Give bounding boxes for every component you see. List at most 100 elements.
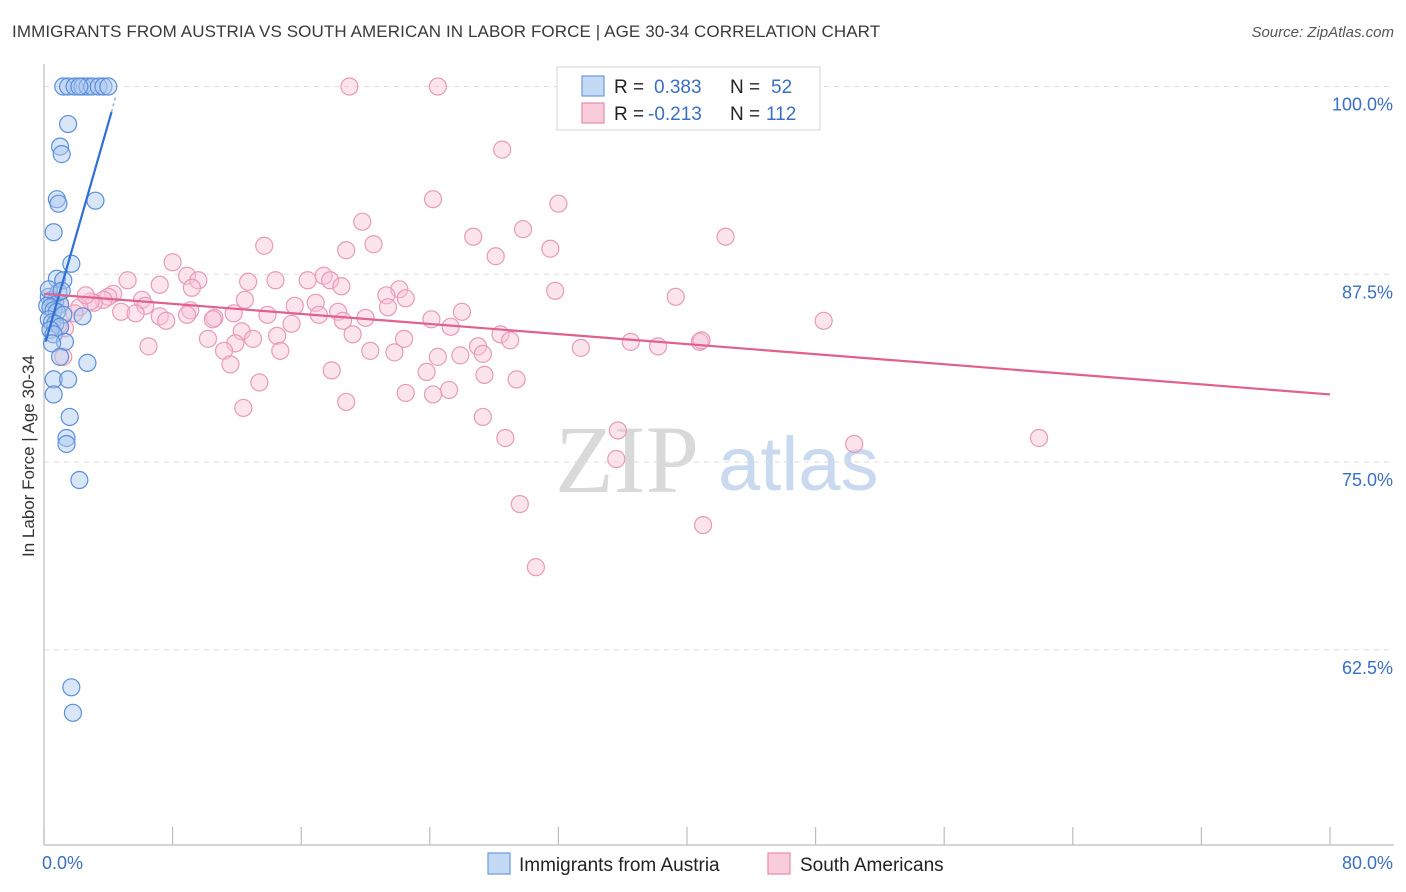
south-american-point [258,305,277,324]
axes [43,64,1394,846]
south-american-point [814,311,833,330]
south-american-point [493,140,512,159]
series-south-americans [49,77,1049,577]
south-american-point [163,253,182,272]
south-american-point [361,341,380,360]
south-american-point [473,407,492,427]
south-american-point [157,311,176,330]
austria-point [44,370,63,389]
y-tick-label: 75.0% [1342,470,1393,490]
y-tick-label: 62.5% [1342,658,1393,678]
south-american-point [255,236,274,255]
south-american-point [322,361,341,380]
south-american-point [112,302,131,321]
austria-point [44,223,63,242]
watermark-atlas: atlas [718,422,879,507]
south-american-point [475,365,494,384]
south-american-point [716,227,735,246]
bottom-legend: Immigrants from Austria South Americans [487,852,944,876]
south-american-point [177,305,197,324]
austria-point [78,353,97,372]
south-american-point [428,77,447,96]
legend-r-label-austria: R = [614,77,644,98]
south-american-point [203,310,222,329]
south-american-point [473,344,492,363]
austria-point [86,191,105,210]
south-american-point [271,341,290,360]
south-american-point [510,494,529,514]
south-american-point [423,385,443,404]
trend-lines [43,96,1331,396]
south-american-point [198,329,218,348]
legend-swatch-south-american [581,102,605,124]
south-american-point [439,380,459,400]
south-american-point [364,235,383,254]
south-american-point [118,271,137,290]
bottom-legend-swatch-south-american [767,852,791,875]
austria-point [63,703,83,722]
south-american-point [337,241,356,260]
south-american-point [396,289,415,308]
south-american-point [343,325,362,344]
south-american-point [541,239,560,258]
austria-point [70,470,89,490]
south-american-point [189,271,208,290]
austria-point [89,77,108,96]
legend-n-label-austria: N = [730,77,760,98]
tick-labels: 62.5% 75.0% 87.5% 100.0% 0.0% 80.0% [42,95,1393,873]
legend-r-value-south-american: -0.213 [648,104,702,125]
y-tick-label: 100.0% [1332,95,1393,115]
legend-r-value-austria: 0.383 [654,77,702,98]
south-american-point [417,362,436,381]
south-american-point [150,275,169,294]
south-american-point [526,558,545,577]
south-american-point [423,190,443,209]
south-american-point [266,271,285,290]
south-american-point [621,332,640,351]
south-american-point [182,278,201,297]
legend-r-label-south-american: R = [614,104,644,125]
chart-title: IMMIGRANTS FROM AUSTRIA VS SOUTH AMERICA… [12,22,881,41]
legend-swatch-austria [581,75,605,97]
south-american-point [428,347,447,366]
bottom-legend-swatch-austria [487,852,511,875]
x-tick-label-min: 0.0% [42,853,83,873]
austria-point [44,385,63,404]
legend-n-value-south-american: 112 [766,104,796,125]
south-american-point [76,286,95,305]
south-american-point [693,515,713,535]
south-american-point [239,272,258,291]
austria-point [60,407,79,427]
south-american-point [267,326,287,345]
bottom-legend-label-austria: Immigrants from Austria [519,855,720,876]
legend-n-value-austria: 52 [771,77,792,98]
south-american-point [337,392,356,412]
source-label: Source: ZipAtlas.com [1251,24,1394,41]
south-american-point [486,247,505,266]
south-american-point [571,338,591,357]
south-american-point [452,302,472,321]
austria-point [49,194,68,213]
stats-legend: R = 0.383 N = 52 R = -0.213 N = 112 [556,66,821,131]
south-american-point [1029,428,1049,448]
south-american-point [177,266,197,285]
austria-point [94,77,113,96]
south-american-point [298,271,317,290]
x-tick-label-max: 80.0% [1342,853,1393,873]
south-american-point [607,449,626,469]
south-american-point [282,314,301,333]
south-american-point [250,373,269,392]
south-american-point [321,271,340,290]
south-american-point [332,277,351,296]
south-american-point [378,298,398,317]
austria-point [99,77,118,96]
austria-point [59,370,78,389]
austria-point [42,334,62,353]
south-american-trend-line [43,292,1331,396]
austria-point [50,137,70,156]
south-american-point [385,343,404,362]
watermark-zip: ZIP [555,406,699,513]
series-austria [38,77,118,722]
south-american-point [396,383,415,403]
austria-point [57,434,76,454]
